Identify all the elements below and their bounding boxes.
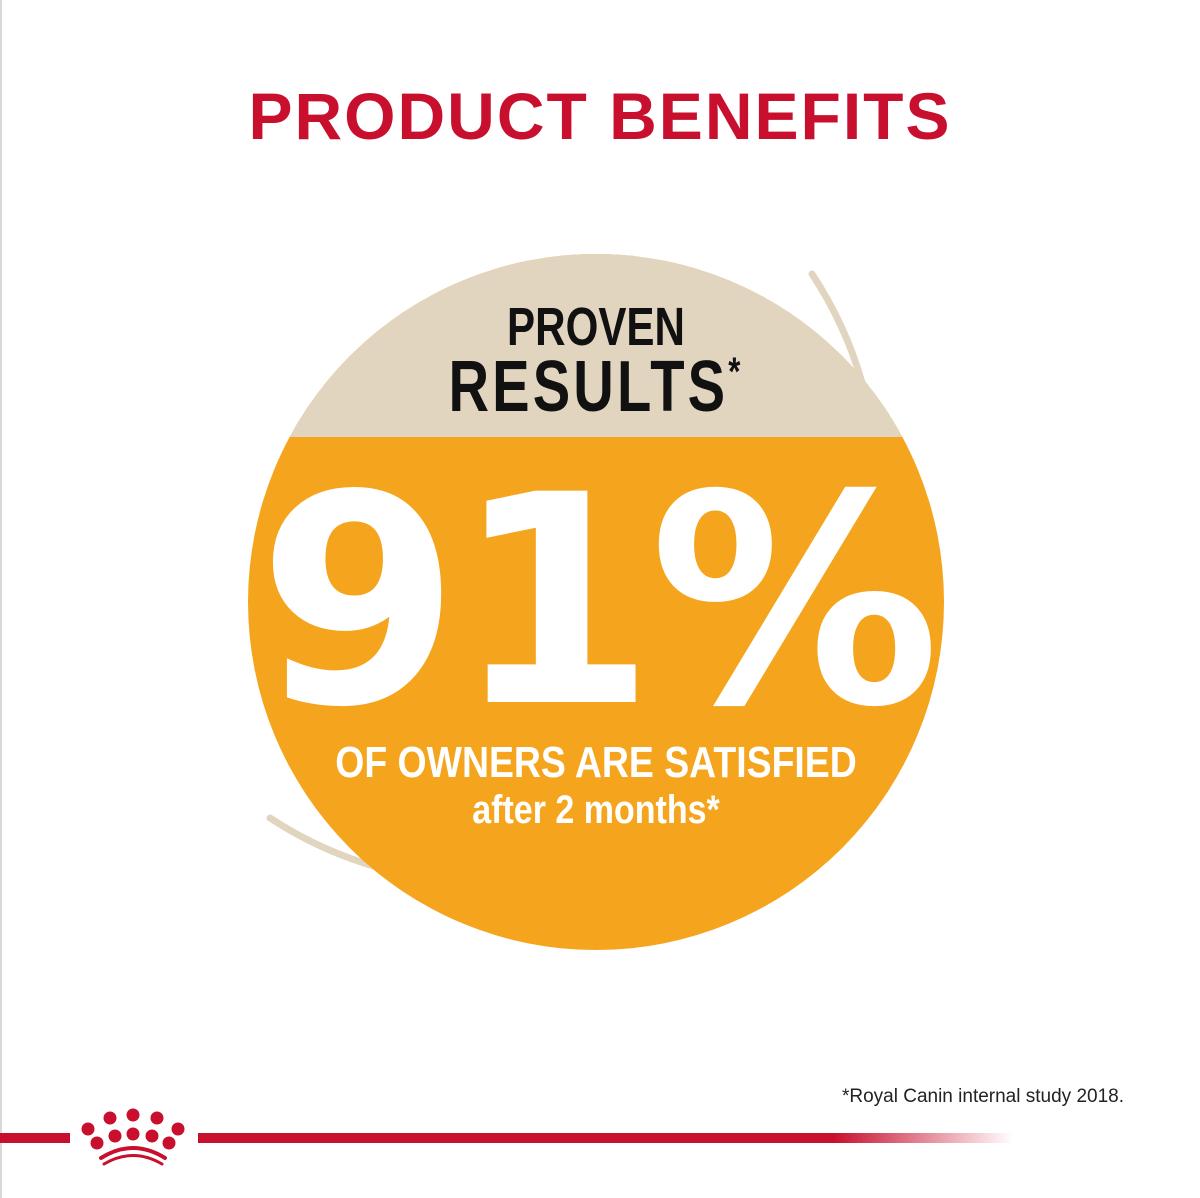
badge-heading-line1: PROVEN: [507, 297, 685, 357]
red-line-right: [198, 1133, 1013, 1143]
badge-heading-line2: RESULTS*: [131, 346, 1061, 428]
page-title: PRODUCT BENEFITS: [248, 79, 952, 153]
stat-caption-line1: OF OWNERS ARE SATISFIED: [335, 738, 857, 787]
left-border: [0, 0, 2, 1198]
crown-logo-icon: [81, 1108, 185, 1166]
badge-circle: [248, 254, 944, 950]
results-text: RESULTS: [448, 347, 729, 427]
red-line-left: [0, 1133, 70, 1143]
stat-value: 91%: [257, 434, 940, 771]
footnote: *Royal Canin internal study 2018.: [841, 1086, 1124, 1107]
asterisk: *: [728, 350, 744, 394]
stat-caption-line2: after 2 months*: [472, 788, 720, 832]
